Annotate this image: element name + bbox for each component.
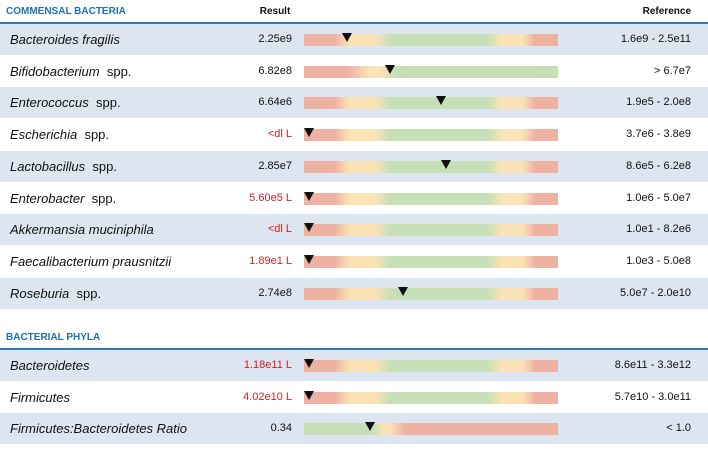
table-row: Enterobacter spp. 5.60e5 L 1.0e6 - 5.0e7 <box>0 183 708 214</box>
reference-range: 5.7e10 - 3.0e11 <box>614 390 691 403</box>
table-row: Bacteroidetes 1.18e11 L 8.6e11 - 3.3e12 <box>0 350 708 381</box>
organism-name-italic: Bacteroides fragilis <box>10 32 120 47</box>
organism-name-italic: Bifidobacterium <box>10 63 100 79</box>
organism-name: Faecalibacterium prausnitzii <box>10 254 171 269</box>
result-marker-icon <box>304 128 315 138</box>
section-header: COMMENSAL BACTERIA Result Reference <box>0 0 708 24</box>
result-value: 4.02e10 L <box>243 390 292 403</box>
result-marker-icon <box>304 191 315 201</box>
organism-name-italic: Faecalibacterium prausnitzii <box>10 253 172 269</box>
result-value: 6.64e6 <box>258 96 292 109</box>
result-value: <dl L <box>267 128 292 141</box>
organism-name-italic: Lactobacillus <box>10 158 86 174</box>
result-value: 1.18e11 L <box>243 359 292 371</box>
section-header: BACTERIAL PHYLA <box>0 326 708 350</box>
organism-name-italic: Escherichia <box>10 127 78 143</box>
organism-name: Lactobacillus spp. <box>10 159 117 174</box>
result-value: 2.25e9 <box>258 33 292 45</box>
reference-column-header: Reference <box>642 6 691 17</box>
result-value: 5.60e5 L <box>249 191 292 204</box>
section-title: COMMENSAL BACTERIA <box>6 6 126 17</box>
organism-name-italic: Firmicutes:Bacteroidetes Ratio <box>10 421 188 437</box>
range-gauge-bar <box>304 129 558 142</box>
range-gauge-bar <box>304 224 558 237</box>
range-gauge-bar <box>304 423 558 436</box>
organism-name: Enterococcus spp. <box>10 95 121 110</box>
result-marker-icon <box>304 223 315 233</box>
table-row: Akkermansia muciniphila <dl L 1.0e1 - 8.2e… <box>0 214 708 246</box>
organism-name-suffix: spp. <box>76 285 102 301</box>
range-gauge-bar <box>304 192 558 205</box>
result-marker-icon <box>304 254 315 264</box>
range-gauge-bar <box>304 34 558 46</box>
result-value: 1.89e1 L <box>249 254 292 267</box>
reference-range: < 1.0 <box>666 422 691 435</box>
result-value: <dl L <box>267 223 292 236</box>
organism-name-suffix: spp. <box>92 158 117 174</box>
range-gauge-bar <box>304 65 558 78</box>
reference-range: 8.6e5 - 6.2e8 <box>626 159 691 172</box>
reference-range: 1.0e3 - 5.0e8 <box>626 254 691 267</box>
organism-name: Akkermansia muciniphila <box>10 222 154 237</box>
range-gauge-bar <box>304 360 558 372</box>
organism-name: Bifidobacterium spp. <box>10 64 131 79</box>
organism-name: Firmicutes:Bacteroidetes Ratio <box>10 421 187 436</box>
reference-range: > 6.7e7 <box>653 64 691 77</box>
reference-range: 1.6e9 - 2.5e11 <box>620 33 691 45</box>
organism-name-italic: Bacteroidetes <box>10 358 90 373</box>
section-title: BACTERIAL PHYLA <box>6 332 101 343</box>
organism-name: Bacteroidetes <box>10 358 90 373</box>
table-row: Faecalibacterium prausnitzii 1.89e1 L 1.0e… <box>0 246 708 277</box>
organism-name: Enterobacter spp. <box>10 191 116 206</box>
organism-name-italic: Enterococcus <box>10 95 89 111</box>
result-marker-icon <box>304 359 315 368</box>
organism-name: Firmicutes <box>10 390 70 405</box>
table-row: Bacteroides fragilis 2.25e9 1.6e9 - 2.5e11 <box>0 24 708 55</box>
organism-name-italic: Roseburia <box>10 285 70 301</box>
result-marker-icon <box>436 96 447 106</box>
result-marker-icon <box>398 286 409 296</box>
table-row: Roseburia spp. 2.74e8 5.0e7 - 2.0e10 <box>0 277 708 309</box>
range-gauge-bar <box>304 97 558 110</box>
table-row: Firmicutes:Bacteroidetes Ratio 0.34 < 1.0 <box>0 413 708 445</box>
organism-name-suffix: spp. <box>91 190 117 206</box>
organism-name: Roseburia spp. <box>10 286 101 301</box>
result-marker-icon <box>441 159 452 169</box>
organism-name-italic: Akkermansia muciniphila <box>10 222 154 238</box>
result-value: 2.85e7 <box>258 159 292 172</box>
result-marker-icon <box>365 422 376 432</box>
range-gauge-bar <box>304 391 558 404</box>
result-value: 6.82e8 <box>258 64 292 77</box>
reference-range: 5.0e7 - 2.0e10 <box>620 286 691 299</box>
organism-name-suffix: spp. <box>84 127 110 143</box>
table-row: Enterococcus spp. 6.64e6 1.9e5 - 2.0e8 <box>0 87 708 119</box>
organism-name-suffix: spp. <box>96 95 121 111</box>
result-marker-icon <box>342 33 353 42</box>
reference-range: 1.9e5 - 2.0e8 <box>626 96 691 109</box>
result-value: 0.34 <box>270 422 292 435</box>
organism-name-suffix: spp. <box>106 63 132 79</box>
reference-range: 8.6e11 - 3.3e12 <box>614 359 691 371</box>
reference-range: 1.0e6 - 5.0e7 <box>626 191 691 204</box>
range-gauge-bar <box>304 160 558 173</box>
reference-range: 1.0e1 - 8.2e6 <box>626 223 691 236</box>
organism-name: Escherichia spp. <box>10 127 109 142</box>
result-marker-icon <box>304 390 315 400</box>
table-row: Escherichia spp. <dl L 3.7e6 - 3.8e9 <box>0 119 708 150</box>
result-marker-icon <box>385 64 396 74</box>
range-gauge-bar <box>304 287 558 300</box>
table-row: Bifidobacterium spp. 6.82e8 > 6.7e7 <box>0 56 708 87</box>
range-gauge-bar <box>304 255 558 268</box>
result-column-header: Result <box>259 6 291 17</box>
table-row: Lactobacillus spp. 2.85e7 8.6e5 - 6.2e8 <box>0 150 708 182</box>
reference-range: 3.7e6 - 3.8e9 <box>626 128 691 141</box>
organism-name-italic: Enterobacter <box>10 190 85 206</box>
result-value: 2.74e8 <box>258 286 292 299</box>
organism-name-italic: Firmicutes <box>10 389 70 405</box>
organism-name: Bacteroides fragilis <box>10 32 120 47</box>
table-row: Firmicutes 4.02e10 L 5.7e10 - 3.0e11 <box>0 382 708 413</box>
